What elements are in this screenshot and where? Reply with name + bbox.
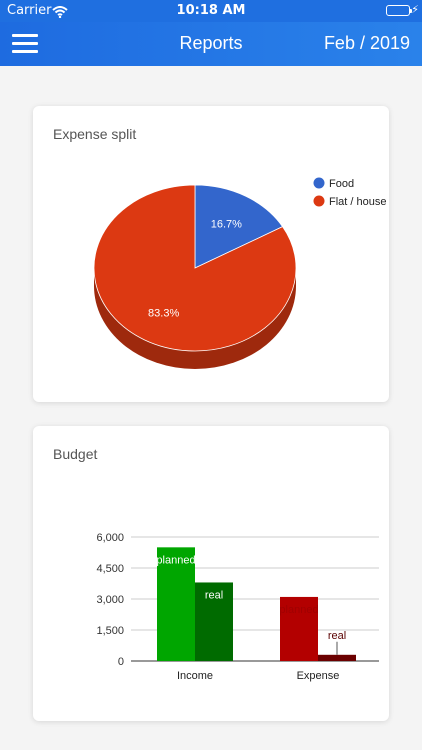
- legend-label-1: Flat / house: [329, 196, 386, 208]
- status-time: 10:18 AM: [176, 3, 246, 18]
- menu-icon[interactable]: [12, 34, 38, 54]
- bar-annotation-1-1: real: [328, 630, 346, 642]
- bar-expense-planned: [280, 596, 318, 661]
- y-tick-label-0: 6,000: [96, 532, 124, 544]
- bar-annotation-0-0: planned: [156, 554, 195, 566]
- pie-slice-1: [93, 184, 297, 352]
- expense-split-chart: 16.7% 83.3% Food Flat / house: [93, 177, 386, 369]
- battery-icon: [386, 5, 412, 16]
- y-tick-label-1: 4,500: [96, 563, 124, 575]
- bar-annotation-1-0: planned: [279, 604, 318, 616]
- budget-chart: 6,000 4,500 3,000 1,500 0 planned real Income pl…: [96, 532, 379, 682]
- y-tick-label-2: 3,000: [96, 594, 124, 606]
- legend-swatch-0: [313, 177, 325, 189]
- pie-slice-0: [194, 184, 284, 269]
- pie-slice-label-0: 16.7%: [211, 218, 242, 230]
- bar-income-planned: [157, 547, 195, 661]
- app-header: Reports Feb / 2019: [0, 22, 422, 66]
- status-bar: Carrier 10:18 AM ⚡: [0, 0, 422, 22]
- period-selector[interactable]: Feb / 2019: [323, 33, 410, 53]
- page-title: Reports: [179, 33, 243, 53]
- x-category-label-1: Expense: [297, 670, 340, 682]
- expense-split-card: Expense split 16.7% 83.3% Food Flat / house: [33, 106, 389, 402]
- budget-card: Budget 6,000 4,500 3,000 1,500 0 planned real I…: [33, 426, 389, 721]
- x-category-label-0: Income: [177, 670, 213, 682]
- expense-split-title: Expense split: [53, 126, 137, 142]
- legend-swatch-1: [313, 195, 325, 207]
- y-tick-label-4: 0: [118, 656, 124, 668]
- pie-slice-label-1: 83.3%: [148, 308, 179, 320]
- carrier-label: Carrier: [7, 3, 52, 18]
- budget-title: Budget: [53, 446, 98, 462]
- wifi-icon: [52, 3, 68, 22]
- y-tick-label-3: 1,500: [96, 625, 124, 637]
- bar-expense-real: [318, 654, 356, 661]
- charging-icon: ⚡: [411, 3, 419, 16]
- bar-annotation-0-1: real: [205, 589, 223, 601]
- bar-income-real: [195, 582, 233, 661]
- legend-label-0: Food: [329, 178, 354, 190]
